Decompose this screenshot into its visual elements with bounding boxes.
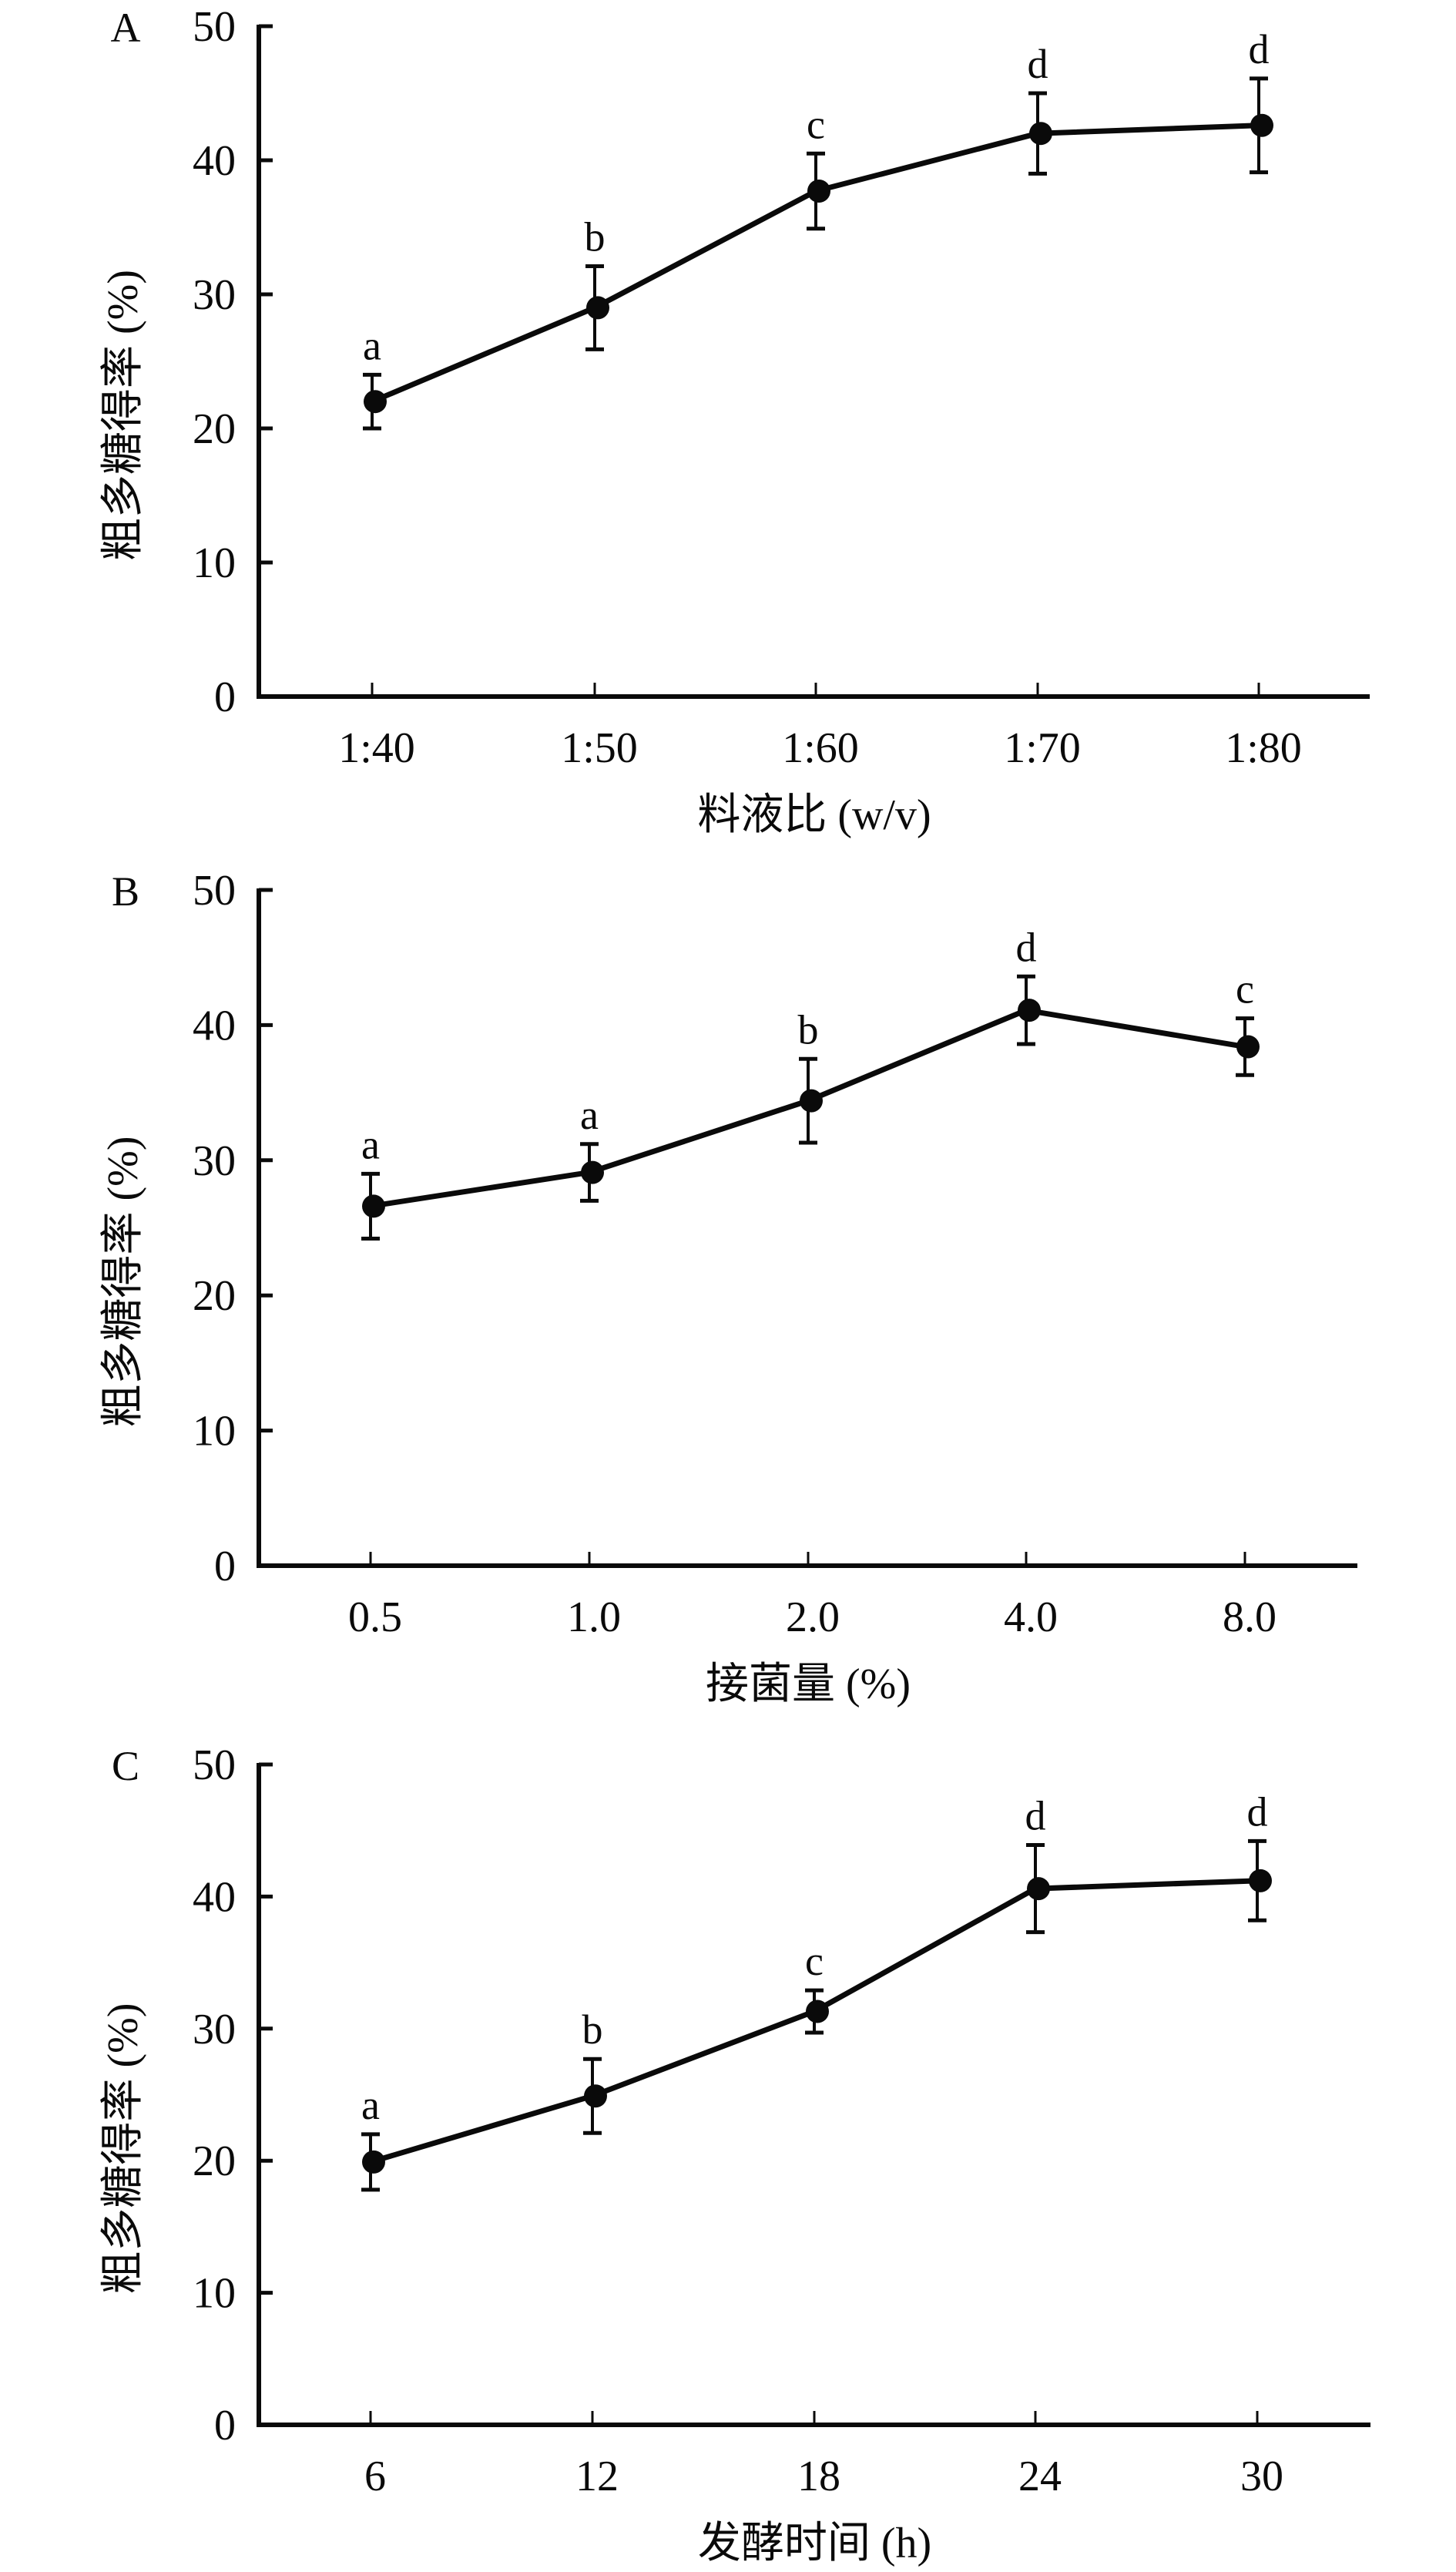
x-tick-label: 1:40 [338,724,415,772]
y-tick-label: 40 [193,1873,236,1921]
y-tick-label: 10 [193,539,236,587]
data-point [1236,1035,1260,1059]
x-tick-label: 8.0 [1223,1593,1277,1641]
data-point [362,1194,385,1218]
data-point [1250,113,1273,137]
significance-label: a [580,1092,599,1138]
data-point [362,2150,385,2174]
y-tick-label: 20 [193,405,236,453]
data-point [581,1160,604,1184]
y-tick-label: 40 [193,1002,236,1049]
data-point [1018,999,1041,1022]
x-tick-label: 1:50 [561,724,638,772]
y-axis-title: 粗多糖得率 (%) [99,1137,147,1428]
y-tick-label: 50 [193,3,236,51]
significance-label: c [1236,966,1254,1012]
y-tick-label: 0 [214,673,236,721]
x-tick-label: 1:60 [782,724,859,772]
x-tick-label: 30 [1240,2453,1283,2500]
y-tick-label: 40 [193,137,236,185]
panel-label: A [111,5,141,51]
y-tick-label: 0 [214,2402,236,2449]
panel-label: B [112,868,139,915]
significance-label: b [798,1006,819,1053]
panel-label: C [112,1743,139,1789]
y-axis-title: 粗多糖得率 (%) [99,2003,147,2295]
y-tick-label: 50 [193,867,236,915]
significance-label: d [1016,924,1037,970]
x-tick-label: 4.0 [1004,1593,1058,1641]
y-tick-label: 10 [193,2270,236,2318]
y-tick-label: 30 [193,271,236,319]
y-tick-label: 0 [214,1543,236,1590]
y-tick-label: 20 [193,1272,236,1320]
data-point [807,180,830,203]
significance-label: d [1247,1788,1268,1835]
data-point [800,1089,823,1113]
data-point [586,296,609,320]
y-tick-label: 50 [193,1741,236,1789]
y-tick-label: 30 [193,1137,236,1185]
x-tick-label: 24 [1018,2453,1062,2500]
y-tick-label: 30 [193,2006,236,2053]
data-point [1249,1869,1272,1892]
x-axis-title: 料液比 (w/v) [697,791,931,839]
x-tick-label: 12 [575,2453,619,2500]
x-tick-label: 6 [364,2453,386,2500]
data-point [364,390,387,414]
data-point [584,2084,607,2108]
y-tick-label: 20 [193,2137,236,2185]
significance-label: d [1249,26,1270,72]
significance-label: d [1028,41,1048,87]
data-point [1029,122,1052,146]
significance-label: a [363,322,381,368]
data-point [1027,1877,1050,1901]
x-axis-title: 接菌量 (%) [706,1660,911,1708]
data-point [806,2000,829,2023]
x-axis-title: 发酵时间 (h) [698,2520,931,2567]
x-tick-label: 2.0 [786,1593,840,1641]
x-tick-label: 1:80 [1225,724,1302,772]
significance-label: b [582,2006,603,2053]
significance-label: a [361,2082,380,2128]
x-tick-label: 1.0 [567,1593,621,1641]
significance-label: d [1025,1793,1046,1839]
y-axis-title: 粗多糖得率 (%) [99,270,147,561]
significance-label: c [805,1938,824,1984]
x-tick-label: 18 [797,2453,840,2500]
x-tick-label: 0.5 [348,1593,402,1641]
significance-label: b [585,213,606,260]
significance-label: a [361,1121,380,1167]
y-tick-label: 10 [193,1408,236,1456]
x-tick-label: 1:70 [1004,724,1081,772]
significance-label: c [807,101,825,147]
